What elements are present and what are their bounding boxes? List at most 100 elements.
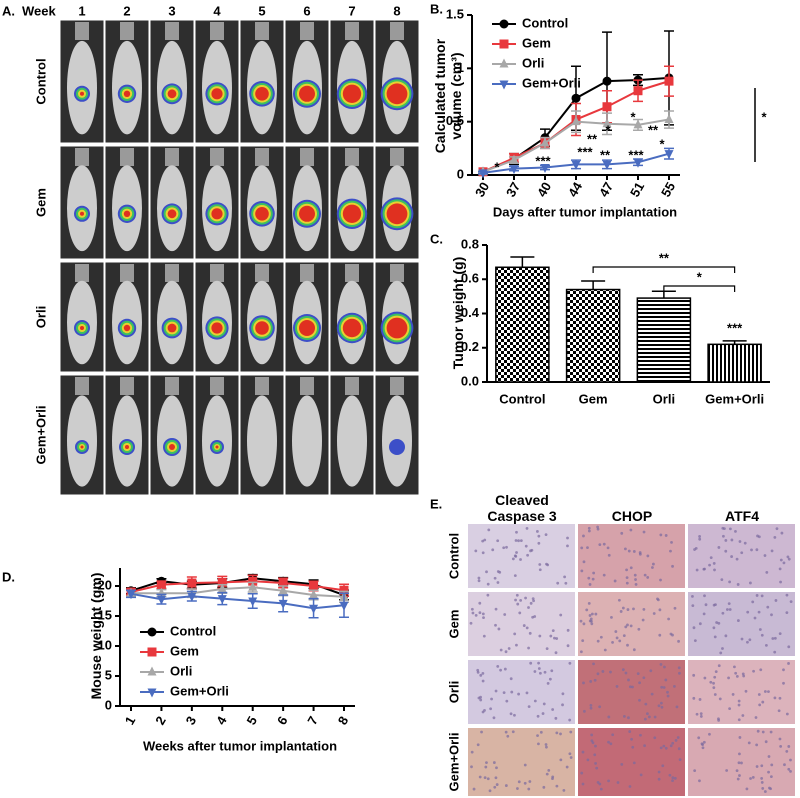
image-device [390,22,404,40]
row-label: Orli [33,306,48,328]
nucleus [735,557,739,561]
nucleus [769,730,773,734]
nucleus [537,541,541,545]
nucleus [659,663,663,666]
nucleus [760,633,764,637]
nucleus [474,614,478,617]
nucleus [589,706,593,710]
nucleus [748,638,752,642]
nucleus [662,686,666,689]
image-device [165,148,179,166]
nucleus [766,605,770,609]
series-line [130,592,345,610]
marker [187,578,197,588]
nucleus [598,782,602,786]
y-tick-label: 0.2 [461,339,479,354]
nucleus [632,550,636,553]
nucleus [641,618,645,622]
nucleus [548,677,552,681]
image-device [120,377,134,395]
annotation: ** [659,250,670,265]
nucleus [594,744,597,748]
nucleus [693,639,697,643]
nucleus [606,546,610,550]
nucleus [787,557,791,561]
series-line [131,586,345,598]
marker [309,581,319,591]
nucleus [699,712,703,716]
signal-blob [386,317,408,339]
nucleus [598,543,602,547]
nucleus [669,549,672,553]
annotation: * [659,136,665,151]
nucleus [670,540,673,544]
nucleus [778,567,782,571]
nucleus [663,665,666,669]
annotation: *** [628,147,644,162]
nucleus [555,731,559,735]
nucleus [625,568,628,572]
nucleus [736,777,740,781]
nucleus [480,730,483,734]
nucleus [515,643,518,647]
nucleus [778,696,782,700]
nucleus [614,630,618,633]
nucleus [736,583,740,586]
nucleus [615,636,619,640]
nucleus [555,784,559,788]
nucleus [629,566,633,570]
nucleus [627,549,631,553]
nucleus [568,752,572,756]
nucleus [656,598,660,602]
nucleus [483,708,486,712]
nucleus [653,715,657,719]
nucleus [770,613,773,617]
nucleus [587,576,591,580]
nucleus [582,534,585,538]
image-device [120,264,134,282]
row-label: Control [446,533,461,579]
x-tick-label: 2 [152,714,169,728]
nucleus [481,671,485,675]
nucleus [691,604,695,607]
marker [339,585,349,595]
error-bar [651,290,676,299]
nucleus [634,578,637,581]
annotation: * [494,159,500,174]
nucleus [714,603,717,607]
nucleus [529,601,533,605]
image-device [345,22,359,40]
nucleus [643,744,646,748]
nucleus [517,539,520,543]
nucleus [485,761,488,765]
nucleus [659,746,663,750]
nucleus [503,667,507,671]
nucleus [763,554,767,557]
image-device [165,22,179,40]
nucleus [586,546,589,550]
nucleus [758,703,762,707]
x-tick-label: 44 [565,179,586,200]
nucleus [747,741,751,745]
nucleus [519,539,523,543]
nucleus [751,600,755,604]
nucleus [763,790,767,793]
nucleus [513,632,517,636]
nucleus [643,573,647,577]
nucleus [596,639,600,643]
nucleus [743,541,747,545]
marker [248,581,258,591]
nucleus [562,788,566,792]
nucleus [481,612,485,616]
nucleus [595,766,599,770]
nucleus [749,581,752,585]
nucleus [756,729,760,733]
nucleus [631,685,634,689]
nucleus [607,779,610,783]
nucleus [755,548,759,552]
nucleus [673,606,677,610]
nucleus [771,637,775,640]
nucleus [625,581,629,585]
nucleus [504,650,508,654]
nucleus [511,730,515,734]
